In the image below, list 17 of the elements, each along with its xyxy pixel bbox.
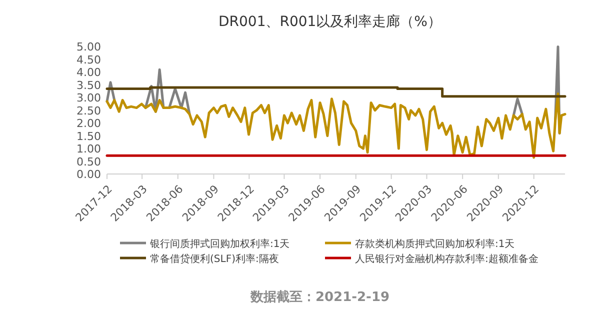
legend-label: 银行间质押式回购加权利率:1天 xyxy=(149,238,290,250)
text: 数据截至：2021-2-19 xyxy=(249,290,390,305)
legend-label: 常备借贷便利(SLF)利率:隔夜 xyxy=(150,253,279,265)
chart-title: DR001、R001以及利率走廊（%） xyxy=(218,14,442,30)
y-tick-label: 2.50 xyxy=(76,104,101,118)
y-tick-label: 0.00 xyxy=(76,168,101,181)
legend-label: 存款类机构质押式回购加权利率:1天 xyxy=(355,238,515,250)
y-tick-label: 1.50 xyxy=(76,130,101,143)
y-tick-label: 4.50 xyxy=(76,53,101,66)
y-tick-label: 5.00 xyxy=(76,40,101,54)
y-tick-label: 3.00 xyxy=(76,92,101,105)
legend-label: 人民银行对金融机构存款利率:超额准备金 xyxy=(355,253,538,265)
y-tick-label: 4.00 xyxy=(76,66,101,80)
y-tick-label: 3.50 xyxy=(76,78,101,92)
y-tick-label: 0.50 xyxy=(76,155,101,168)
y-tick-label: 1.00 xyxy=(76,142,101,156)
y-tick-label: 2.00 xyxy=(76,117,101,130)
